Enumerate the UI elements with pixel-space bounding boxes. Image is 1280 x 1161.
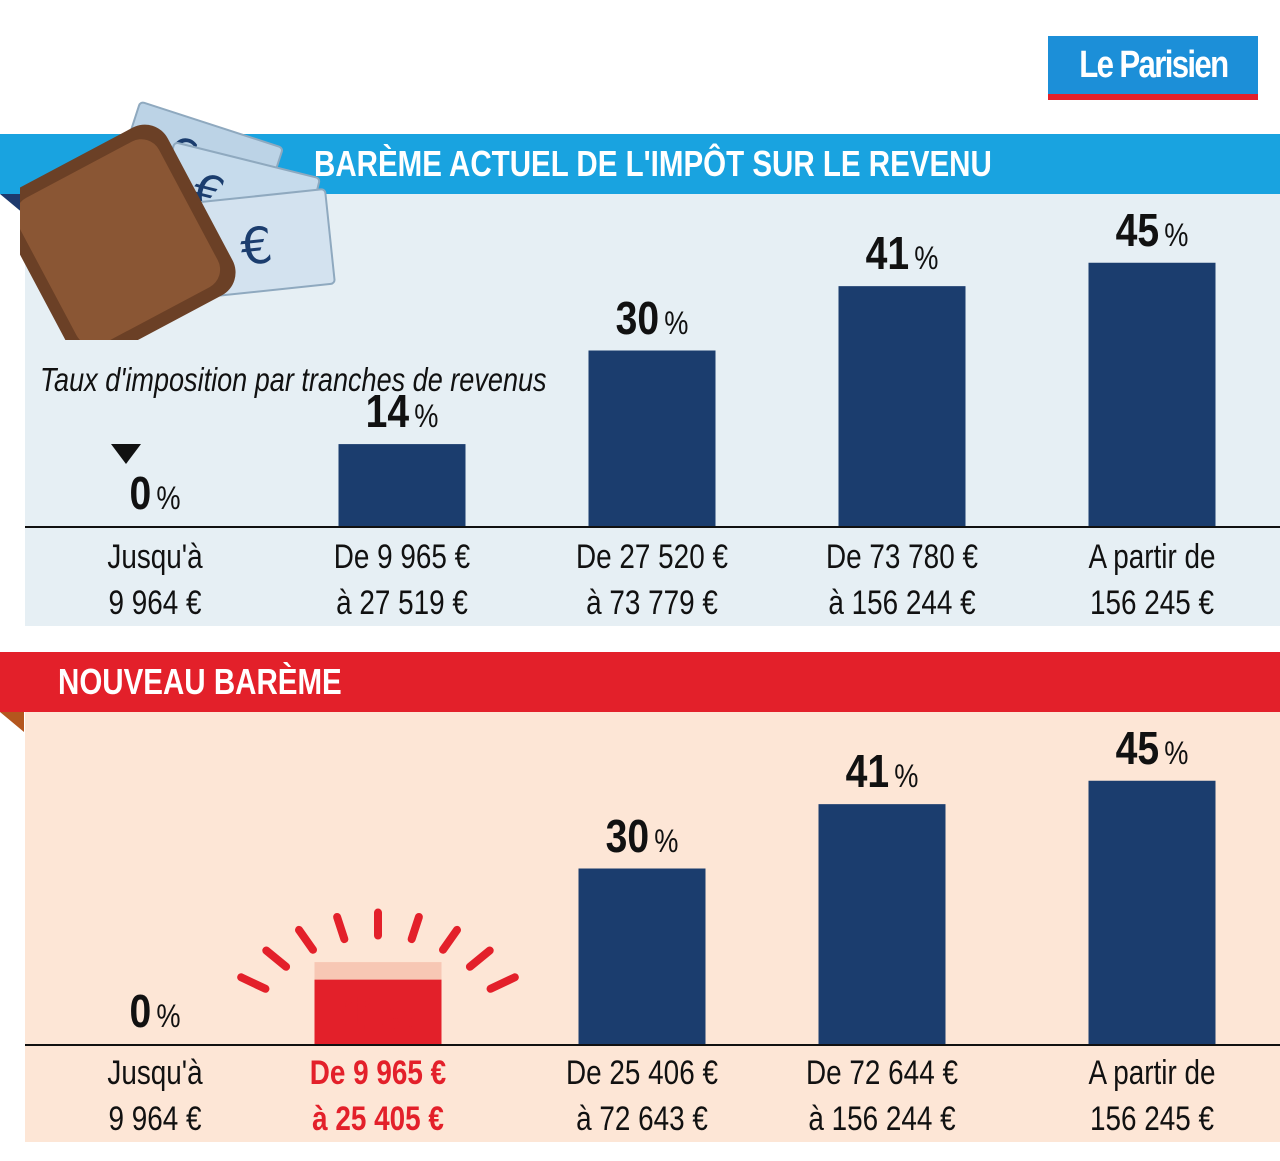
bar — [338, 444, 466, 526]
new-scale-axis-line — [25, 1044, 1280, 1046]
category-label: Jusqu'à 9 964 € — [40, 1050, 270, 1142]
category-label-line: De 9 965 € — [309, 1054, 447, 1092]
wallet-euro-banknotes-icon: € € € — [20, 101, 336, 340]
value-label: 30% — [550, 291, 754, 345]
category-label-line: De 73 780 € — [826, 538, 978, 576]
value-number: 30 — [605, 809, 650, 862]
category-label-line: A partir de — [1088, 1054, 1216, 1092]
arrow-down-icon — [111, 444, 141, 464]
category-label-line: à 156 244 € — [828, 584, 976, 622]
bar — [588, 350, 716, 526]
value-number: 14 — [365, 385, 410, 438]
value-number: 41 — [865, 227, 910, 280]
category-label-line: De 9 965 € — [333, 538, 471, 576]
category-label: De 72 644 € à 156 244 € — [767, 1050, 997, 1142]
current-scale-title: BARÈME ACTUEL DE L'IMPÔT SUR LE REVENU — [314, 143, 992, 184]
burst-ray — [486, 973, 519, 993]
burst-ray — [237, 973, 270, 993]
bar — [1088, 780, 1216, 1044]
value-label: 0% — [53, 984, 257, 1038]
category-label-line: A partir de — [1088, 538, 1216, 576]
category-label: De 27 520 € à 73 779 € — [537, 534, 767, 626]
burst-ray — [439, 925, 461, 954]
category-label: De 9 965 € à 25 405 € — [263, 1050, 493, 1142]
category-label-line: à 156 244 € — [808, 1100, 956, 1138]
category-label: A partir de 156 245 € — [1037, 534, 1267, 626]
value-label: 14% — [300, 384, 504, 438]
svg-text:€: € — [238, 216, 276, 277]
value-number: 45 — [1115, 203, 1160, 256]
value-label: 11% — [276, 986, 480, 1040]
value-unit: % — [156, 998, 181, 1034]
value-label: 45% — [1050, 203, 1254, 257]
rate-annotation: Taux d'imposition par tranches de revenu… — [40, 361, 547, 398]
category-label-line: Jusqu'à — [107, 1054, 203, 1092]
category-label-line: 9 964 € — [108, 584, 202, 622]
category-label-line: Jusqu'à — [107, 538, 203, 576]
category-label-line: De 72 644 € — [806, 1054, 958, 1092]
value-label: 30% — [540, 809, 744, 863]
category-label-line: à 72 643 € — [576, 1100, 708, 1138]
category-label: De 9 965 € à 27 519 € — [287, 534, 517, 626]
bar — [578, 868, 706, 1044]
le-parisien-logo: Le Parisien — [1048, 36, 1258, 100]
category-label: De 25 406 € à 72 643 € — [527, 1050, 757, 1142]
category-label: A partir de 156 245 € — [1037, 1050, 1267, 1142]
burst-ray — [295, 925, 317, 954]
value-unit: % — [664, 304, 689, 341]
value-label: 45% — [1050, 721, 1254, 775]
bar — [838, 286, 966, 526]
value-unit: % — [389, 1000, 414, 1037]
burst-ray — [333, 912, 349, 944]
category-label-line: 156 245 € — [1089, 584, 1215, 622]
value-unit: % — [894, 758, 919, 795]
burst-ray — [407, 912, 423, 944]
value-number: 0 — [129, 467, 152, 519]
category-label-line: 9 964 € — [108, 1100, 202, 1138]
banner-fold — [0, 712, 24, 732]
banner-fold — [0, 194, 24, 214]
bar — [818, 804, 946, 1044]
value-unit: % — [654, 822, 679, 859]
value-label: 41% — [800, 226, 1004, 280]
current-scale-axis-line — [25, 526, 1280, 528]
value-unit: % — [1164, 216, 1189, 253]
value-number: 0 — [129, 985, 152, 1037]
category-label-line: De 27 520 € — [576, 538, 728, 576]
burst-ray — [465, 946, 494, 971]
category-label-line: 156 245 € — [1089, 1100, 1215, 1138]
burst-ray — [262, 946, 291, 971]
category-label-line: De 25 406 € — [566, 1054, 718, 1092]
value-number: 30 — [615, 291, 660, 344]
value-unit: % — [156, 480, 181, 516]
value-label: 41% — [780, 744, 984, 798]
logo-text: Le Parisien — [1078, 43, 1229, 86]
bar — [314, 979, 442, 1044]
value-number: 11 — [342, 987, 385, 1040]
value-label: 0% — [53, 466, 257, 520]
new-scale-banner: NOUVEAU BARÈME — [0, 652, 1280, 712]
category-label-line: à 25 405 € — [312, 1100, 444, 1138]
value-number: 45 — [1115, 721, 1160, 774]
category-label: De 73 780 € à 156 244 € — [787, 534, 1017, 626]
category-label-line: à 73 779 € — [586, 584, 718, 622]
category-label-line: à 27 519 € — [336, 584, 468, 622]
value-number: 41 — [845, 745, 890, 798]
value-unit: % — [914, 240, 939, 277]
category-label: Jusqu'à 9 964 € — [40, 534, 270, 626]
bar — [1088, 262, 1216, 526]
value-unit: % — [414, 398, 439, 435]
value-unit: % — [1164, 734, 1189, 771]
new-scale-title: NOUVEAU BARÈME — [58, 661, 342, 702]
